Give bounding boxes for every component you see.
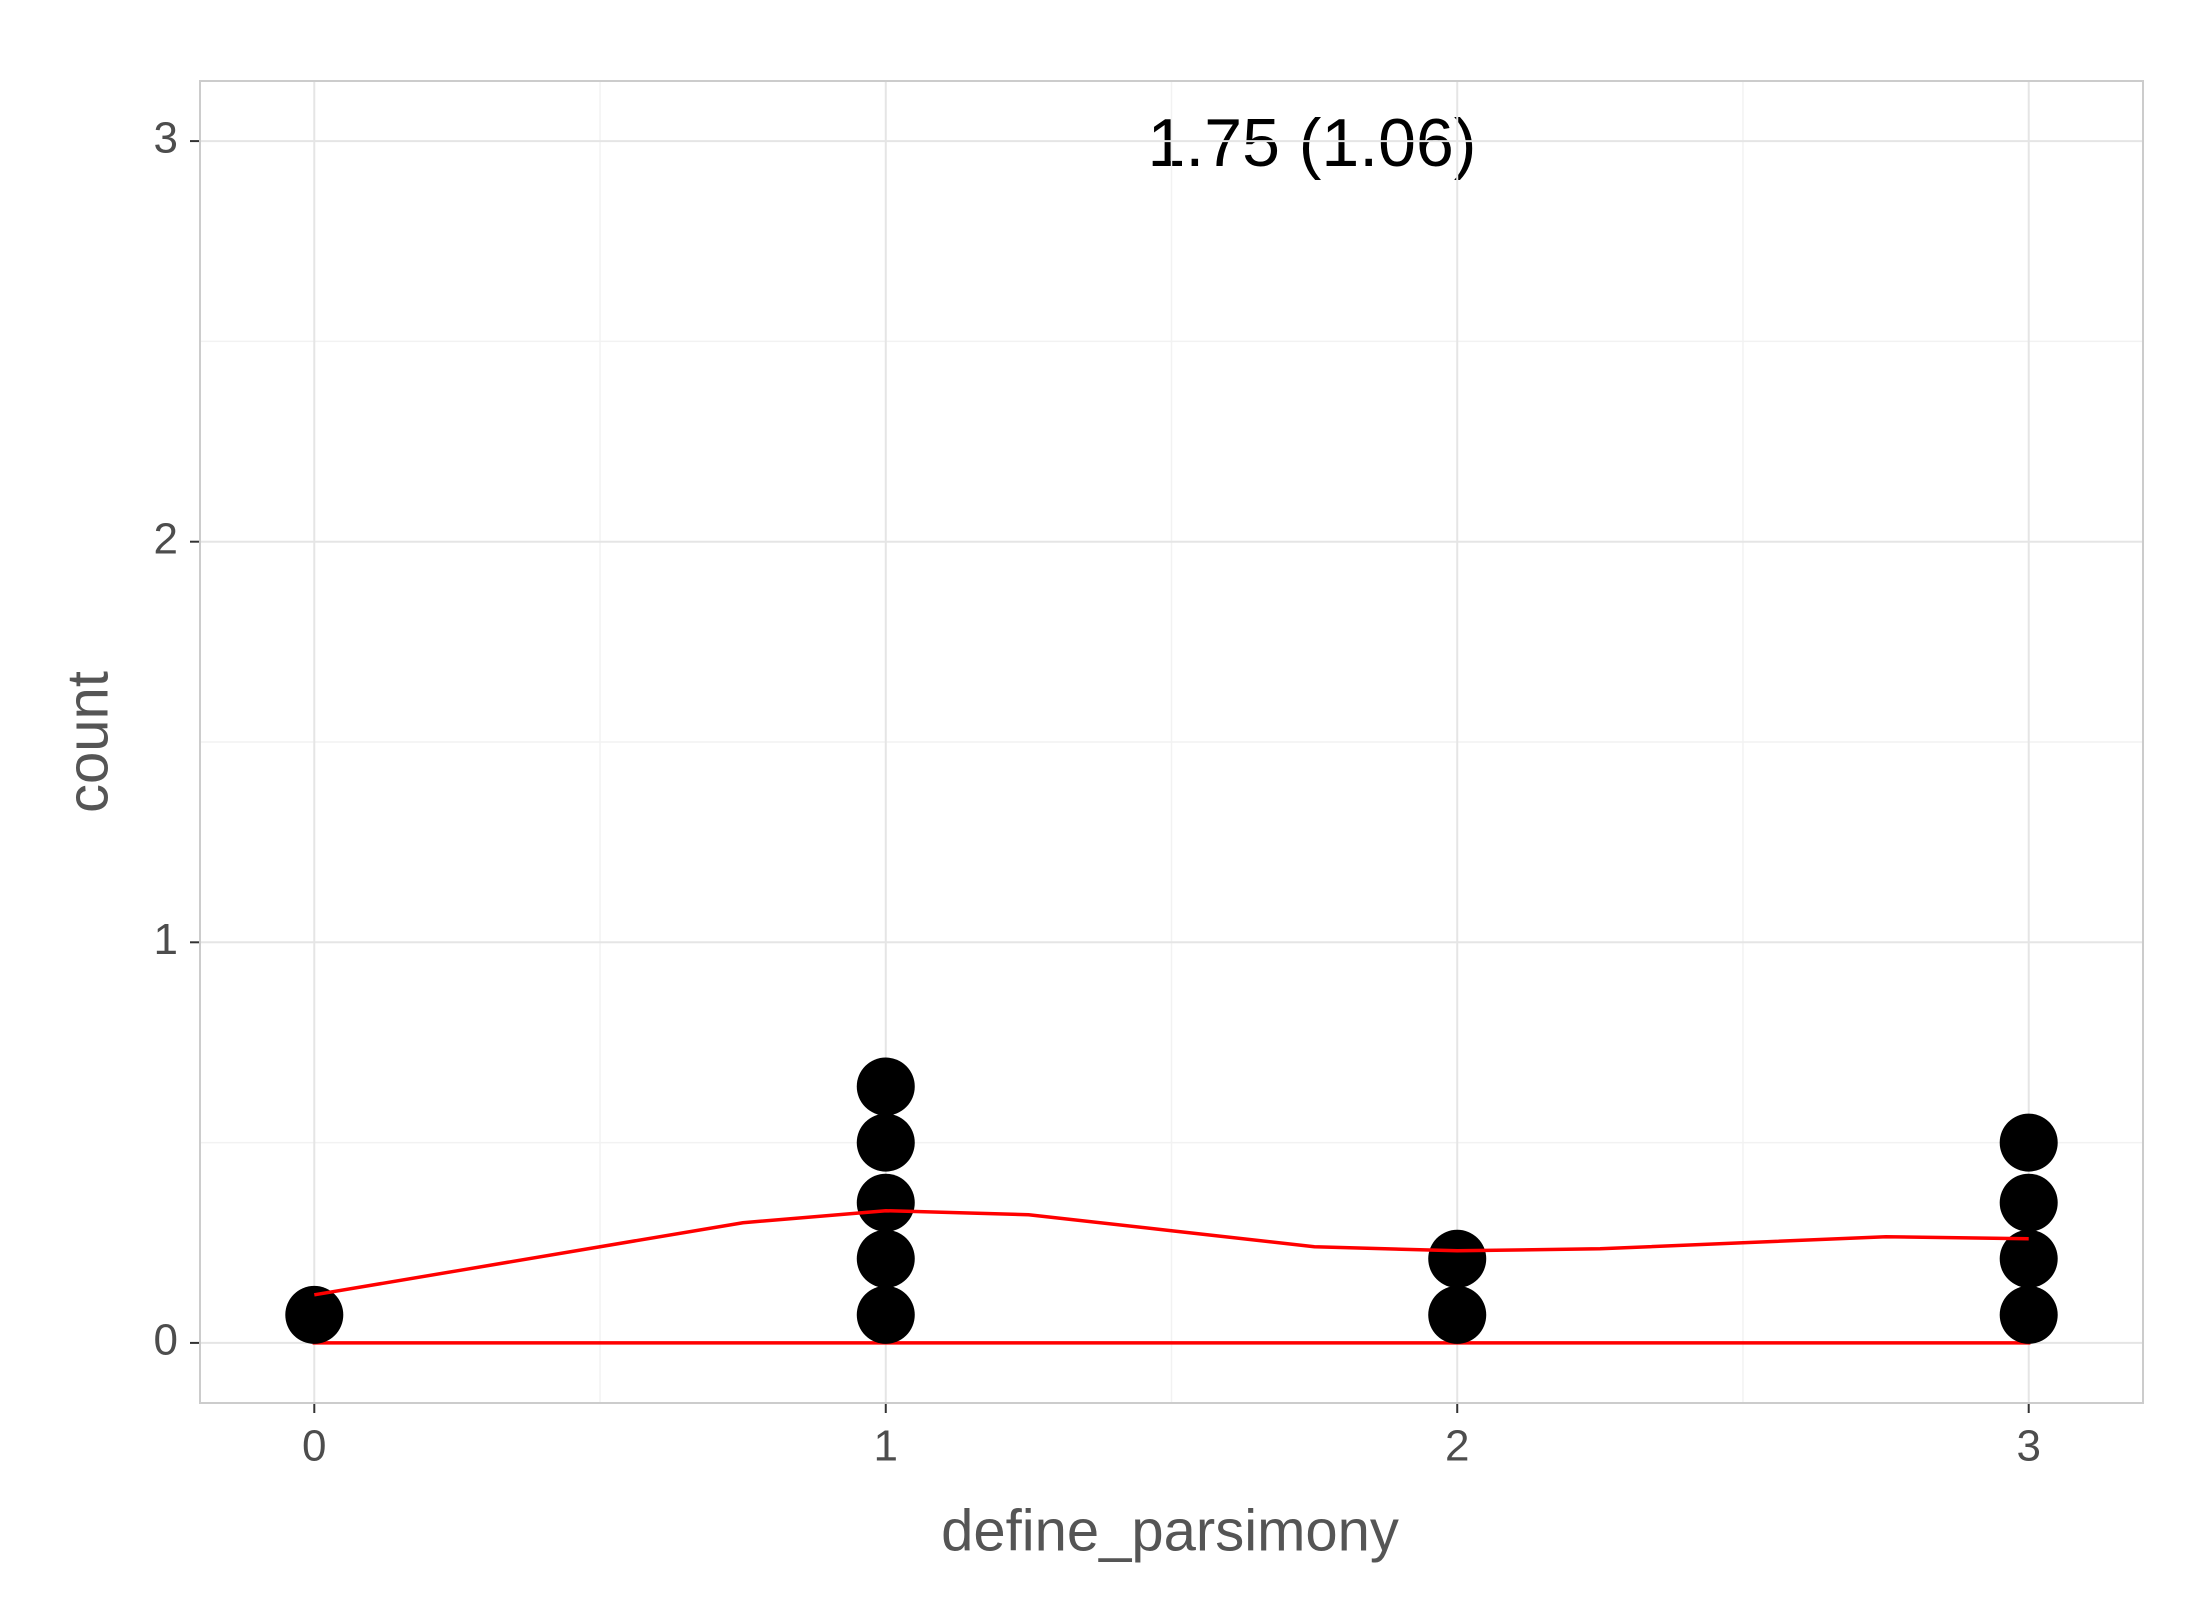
annotation: 1.75 (1.06) xyxy=(1148,105,1477,181)
y-tick-label: 3 xyxy=(154,114,178,163)
panel-border xyxy=(199,80,2144,1404)
dot xyxy=(856,1113,915,1172)
y-axis-title: count xyxy=(55,671,120,813)
x-tick-label: 1 xyxy=(874,1422,898,1471)
x-tick-label: 0 xyxy=(302,1422,326,1471)
y-tick-label: 1 xyxy=(154,915,178,964)
dot xyxy=(856,1173,915,1232)
dot xyxy=(856,1229,915,1288)
density-curve xyxy=(314,1208,2029,1297)
dot xyxy=(1999,1285,2058,1344)
dot xyxy=(856,1057,915,1116)
dot xyxy=(1999,1113,2058,1172)
dot xyxy=(285,1285,344,1344)
x-tick-label: 3 xyxy=(2016,1422,2040,1471)
dot xyxy=(1999,1173,2058,1232)
dot xyxy=(1428,1229,1487,1288)
x-axis-title: define_parsimony xyxy=(941,1498,1399,1563)
dot xyxy=(1999,1229,2058,1288)
y-tick-label: 2 xyxy=(154,514,178,563)
y-tick-label: 0 xyxy=(154,1316,178,1365)
x-tick-label: 2 xyxy=(1445,1422,1469,1471)
dot xyxy=(856,1285,915,1344)
dot xyxy=(1428,1285,1487,1344)
